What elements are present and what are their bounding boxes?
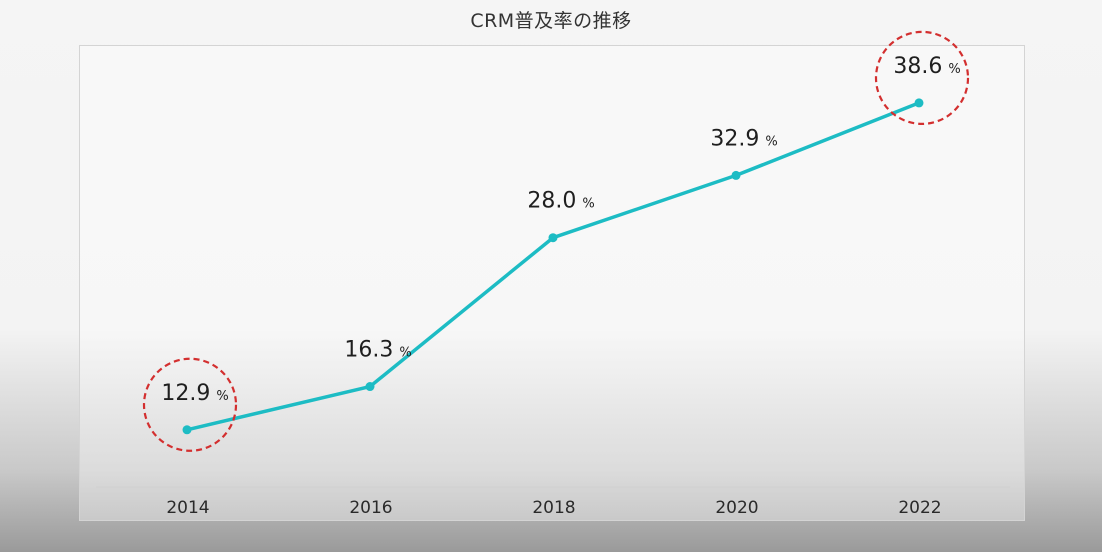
data-point xyxy=(365,382,375,392)
chart-title: CRM普及率の推移 xyxy=(470,10,632,32)
data-point xyxy=(731,170,741,180)
data-label: 16.3% xyxy=(344,338,411,363)
data-label: 28.0% xyxy=(527,189,594,214)
data-point xyxy=(914,98,924,108)
x-tick-label: 2022 xyxy=(898,498,941,518)
series-line xyxy=(185,101,921,432)
x-tick-label: 2016 xyxy=(349,498,392,518)
x-tick-label: 2020 xyxy=(715,498,758,518)
data-label: 32.9% xyxy=(710,126,777,151)
x-tick-label: 2018 xyxy=(532,498,575,518)
highlight-circle xyxy=(874,30,970,125)
data-point xyxy=(182,425,192,435)
highlight-circle xyxy=(142,357,238,452)
x-tick-label: 2014 xyxy=(166,498,209,518)
data-point xyxy=(548,233,558,243)
data-label: 12.9% xyxy=(161,381,228,406)
data-label: 38.6% xyxy=(893,54,960,79)
